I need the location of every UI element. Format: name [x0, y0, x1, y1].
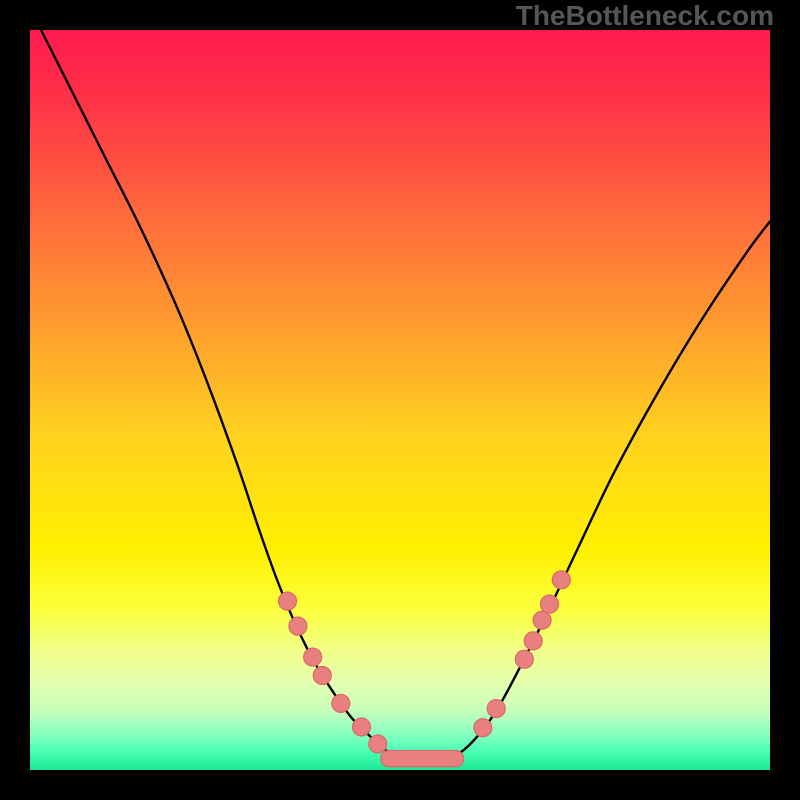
- data-marker: [369, 735, 387, 753]
- data-marker: [524, 632, 542, 650]
- data-marker: [332, 694, 350, 712]
- data-marker: [289, 617, 307, 635]
- data-marker: [353, 718, 371, 736]
- data-marker: [515, 650, 533, 668]
- valley-marker-pill: [381, 751, 464, 767]
- data-marker: [540, 595, 558, 613]
- data-marker: [533, 611, 551, 629]
- data-marker: [279, 592, 297, 610]
- chart-overlay: [0, 0, 800, 800]
- bottleneck-curve: [41, 30, 770, 759]
- data-marker: [313, 666, 331, 684]
- data-marker: [552, 571, 570, 589]
- data-marker: [474, 719, 492, 737]
- data-marker: [304, 648, 322, 666]
- data-marker: [487, 700, 505, 718]
- chart-frame: TheBottleneck.com: [0, 0, 800, 800]
